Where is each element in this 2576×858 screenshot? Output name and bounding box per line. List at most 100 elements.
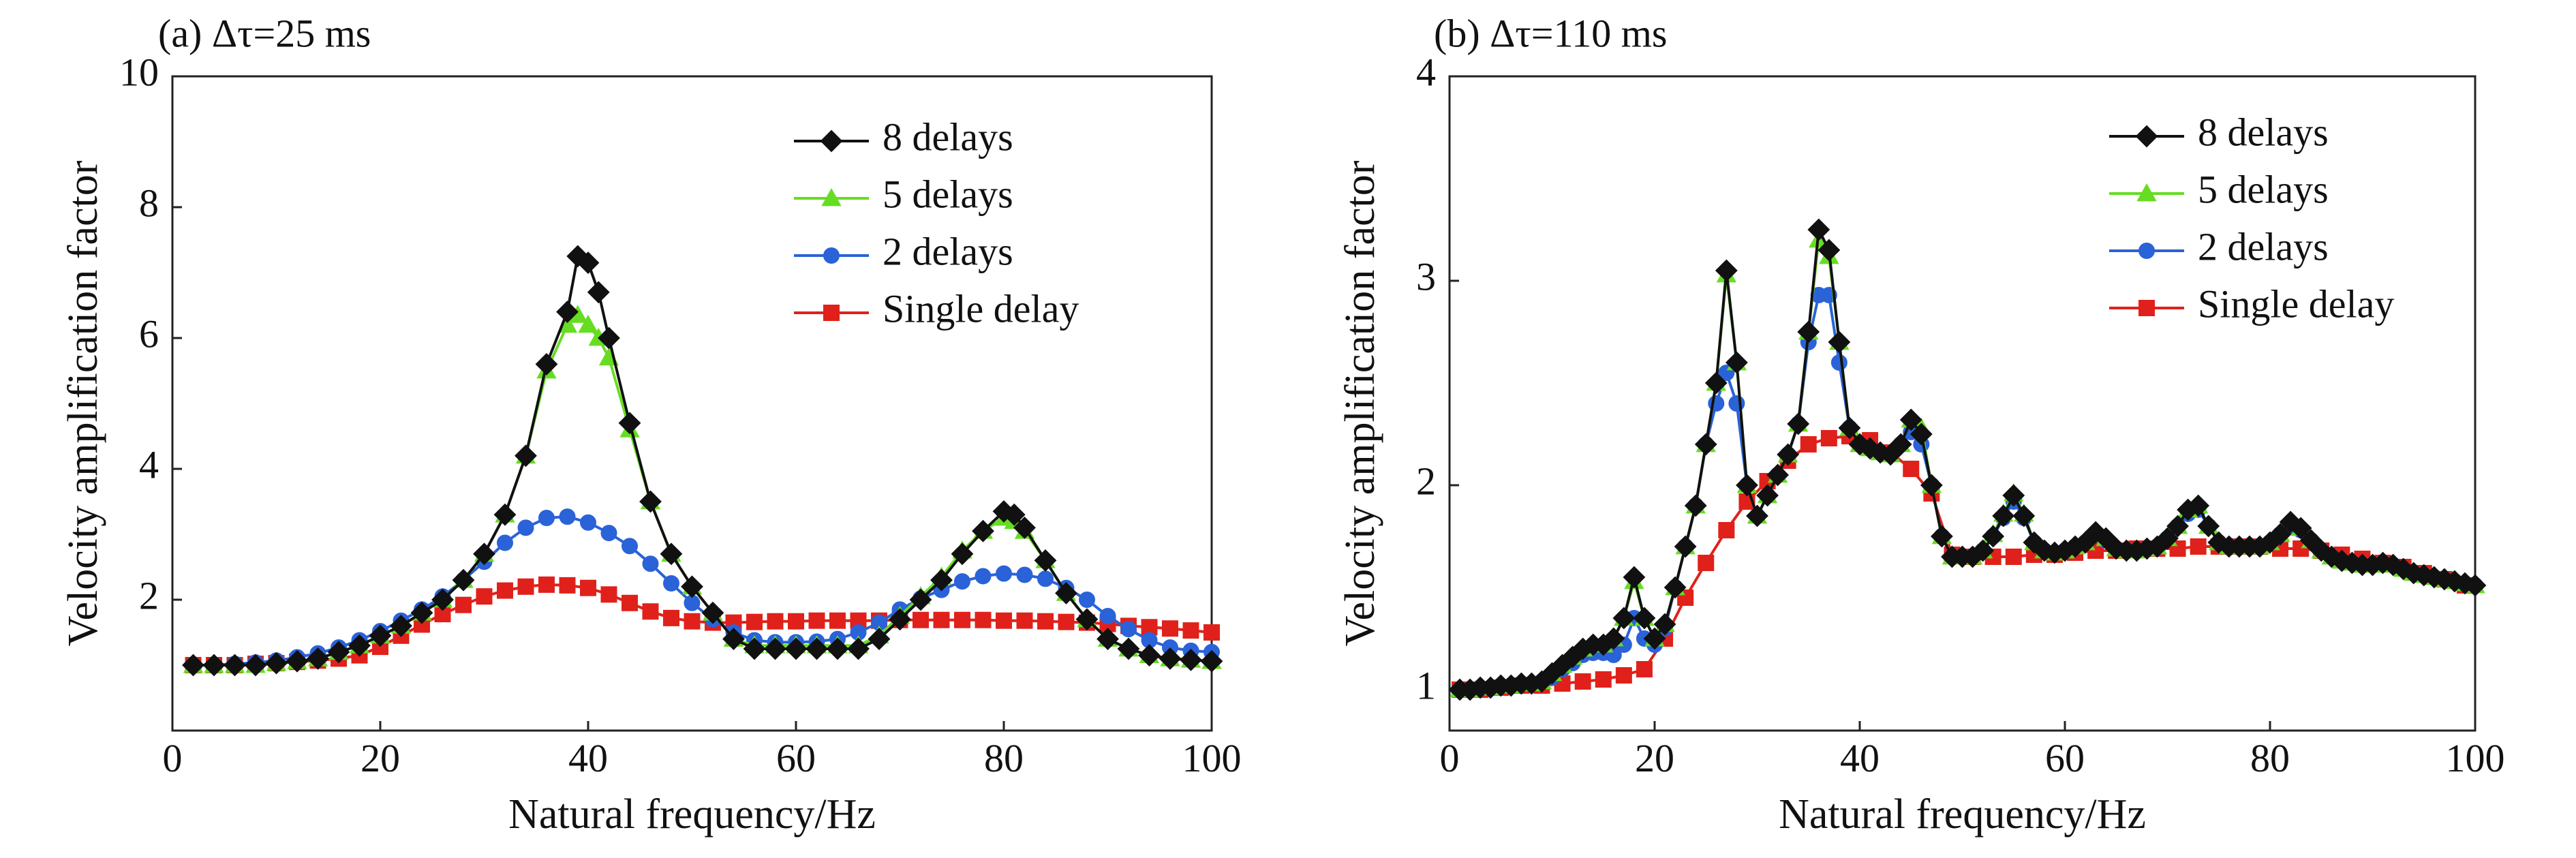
data-point: [538, 576, 555, 593]
legend-label: 8 delays: [883, 114, 1013, 159]
legend-label: 2 delays: [883, 229, 1013, 273]
data-point: [764, 637, 786, 660]
data-point: [265, 652, 288, 675]
data-point: [1574, 673, 1591, 690]
chart-title: (a) Δτ=25 ms: [158, 11, 371, 55]
data-point: [1930, 525, 1953, 548]
data-point: [224, 654, 246, 677]
y-tick-label: 8: [139, 181, 159, 225]
data-point: [642, 603, 659, 620]
chart-panel-1: (a) Δτ=25 ms 0 20 40 60 80 100 2 4 6 8 10 Natural fr…: [60, 11, 1241, 838]
chart-title: (b) Δτ=110 ms: [1434, 11, 1667, 55]
data-point: [975, 568, 992, 585]
data-point: [1612, 607, 1636, 630]
y-tick-label: 3: [1416, 254, 1436, 298]
data-point: [1972, 539, 1995, 562]
data-point: [868, 628, 891, 651]
data-point: [767, 613, 784, 630]
y-tick-label: 4: [1416, 50, 1436, 94]
data-point: [1787, 412, 1810, 435]
data-point: [1002, 503, 1026, 526]
data-point: [996, 612, 1012, 629]
data-point: [1820, 430, 1837, 446]
data-point: [1982, 525, 2005, 548]
y-tick-label: 1: [1416, 663, 1436, 707]
data-point: [1728, 395, 1745, 412]
data-point: [746, 613, 763, 630]
data-point: [1643, 627, 1666, 650]
data-point: [847, 637, 870, 660]
data-point: [954, 611, 970, 628]
data-point: [476, 588, 493, 605]
data-point: [1055, 581, 1077, 604]
data-point: [2005, 549, 2022, 565]
data-point: [1615, 667, 1632, 684]
x-tick-label: 100: [2446, 736, 2505, 780]
data-point: [996, 565, 1012, 582]
data-point: [1200, 649, 1223, 673]
data-point: [1016, 566, 1033, 583]
data-point: [1725, 351, 1748, 374]
data-point: [2464, 574, 2487, 597]
data-point: [1766, 463, 1790, 487]
data-point: [972, 519, 994, 542]
legend-label: Single delay: [883, 286, 1079, 331]
data-point: [1633, 607, 1656, 630]
data-point: [535, 352, 558, 376]
data-point: [2166, 515, 2189, 538]
data-point: [2002, 484, 2025, 507]
data-point: [1034, 549, 1057, 572]
y-tick-label: 2: [139, 573, 159, 617]
data-point: [1120, 621, 1137, 638]
x-tick-label: 20: [361, 736, 400, 780]
legend-label: Single delay: [2198, 281, 2394, 326]
data-point: [2190, 538, 2207, 555]
plot-area-frame: [1448, 75, 2477, 732]
data-point: [618, 412, 641, 435]
legend-marker: [823, 247, 840, 264]
data-point: [286, 649, 309, 673]
data-point: [559, 508, 576, 525]
data-point: [1718, 522, 1735, 538]
data-point: [1838, 416, 1861, 440]
data-point: [455, 596, 472, 613]
data-point: [452, 568, 475, 592]
legend-label: 5 delays: [2198, 167, 2329, 211]
data-point: [663, 575, 679, 592]
data-point: [1674, 535, 1697, 558]
data-point: [788, 613, 804, 630]
data-point: [933, 611, 950, 628]
data-point: [622, 538, 638, 555]
data-point: [681, 575, 703, 598]
legend-marker: [2138, 300, 2155, 316]
data-point: [1653, 613, 1676, 636]
data-point: [806, 637, 828, 660]
y-axis-label: Velocity amplification factor: [1337, 160, 1383, 646]
data-point: [1910, 423, 1933, 446]
data-point: [1595, 671, 1612, 688]
x-tick-label: 20: [1635, 736, 1674, 780]
data-point: [517, 578, 534, 595]
data-point: [1698, 555, 1715, 571]
data-point: [517, 519, 534, 536]
x-axis-label: Natural frequency/Hz: [1779, 791, 2146, 838]
data-point: [202, 654, 226, 677]
data-point: [1159, 647, 1182, 670]
data-point: [2269, 523, 2292, 546]
data-point: [1736, 474, 1758, 497]
legend-label: 8 delays: [2198, 110, 2329, 154]
data-point: [622, 594, 638, 611]
data-point: [2289, 517, 2312, 540]
data-point: [1117, 637, 1140, 660]
data-point: [1777, 443, 1800, 466]
data-point: [473, 542, 495, 566]
x-tick-label: 0: [1440, 736, 1460, 780]
data-point: [497, 582, 513, 599]
data-point: [1715, 259, 1738, 282]
data-point: [559, 577, 576, 594]
legend-label: 2 delays: [2198, 224, 2329, 269]
data-point: [1889, 433, 1912, 456]
data-point: [1099, 608, 1116, 624]
data-point: [1899, 408, 1922, 431]
data-point: [1903, 461, 1920, 477]
